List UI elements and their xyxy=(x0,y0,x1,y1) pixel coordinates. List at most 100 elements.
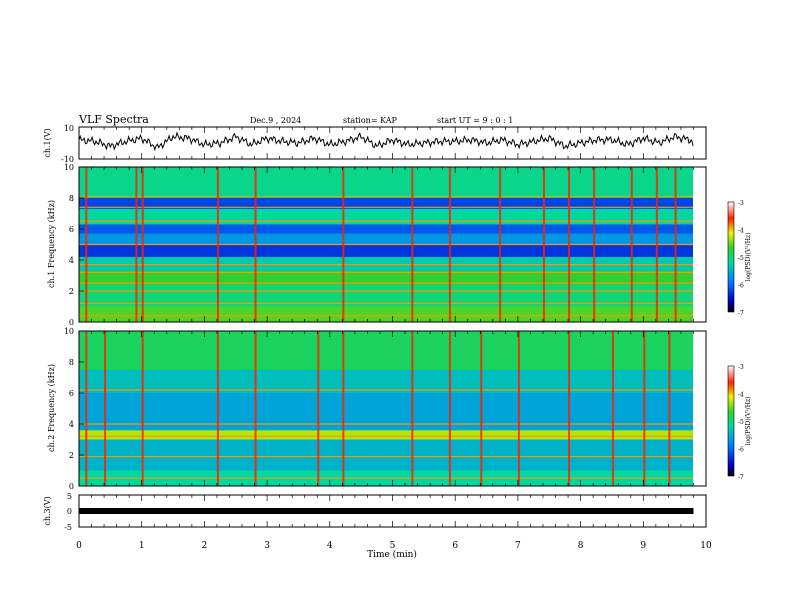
xtick-label: 5 xyxy=(390,541,396,551)
colorbar-tick-label: -7 xyxy=(738,310,744,317)
ch1-spectrogram-ticks xyxy=(78,167,707,322)
ch1-spectrogram-bands xyxy=(79,167,693,322)
spectrogram-band xyxy=(79,393,693,431)
spectrogram-band xyxy=(79,224,693,234)
spectrogram-impulse xyxy=(254,331,257,486)
spectrogram-impulse xyxy=(448,167,451,322)
xtick-label: 0 xyxy=(76,541,82,551)
ytick-label: 2 xyxy=(69,287,74,296)
time-axis-label: Time (min) xyxy=(367,549,417,560)
spectrogram-band xyxy=(79,369,693,393)
ytick-label: 10 xyxy=(64,327,74,336)
spectrogram-impulse xyxy=(85,167,88,322)
ytick-label: 6 xyxy=(69,225,74,234)
ytick-label: 10 xyxy=(64,163,74,172)
ch1-spectrogram-ylabel: ch.1 Frequency (kHz) xyxy=(47,200,56,288)
colorbar-tick-label: -3 xyxy=(738,364,744,371)
date-label: Dec.9 , 2024 xyxy=(250,116,301,125)
ch3-ylabel: ch.3(V) xyxy=(43,496,52,525)
ch1-waveform-ylabel: ch.1(V) xyxy=(43,128,52,157)
colorbar-tick-label: -4 xyxy=(738,392,744,399)
ch1-colorbar-label: log(PSD)(V²/Hz) xyxy=(745,233,752,282)
spectrogram-band xyxy=(79,244,693,257)
xtick-label: 1 xyxy=(139,541,145,551)
ch2-colorbar-label: log(PSD)(V²/Hz) xyxy=(745,397,752,446)
spectrogram-band xyxy=(79,256,693,271)
ch2-colorbar-ticks: -3 -4 -5 -6 -7 xyxy=(738,364,744,481)
spectrogram-impulse xyxy=(411,167,414,322)
spectrogram-band xyxy=(79,284,693,307)
spectrogram-impulse xyxy=(674,167,677,322)
ch3-ytick-bottom: -5 xyxy=(64,523,72,532)
ytick-label: 0 xyxy=(69,318,74,327)
ch2-spectrogram-ylabel: ch.2 Frequency (kHz) xyxy=(47,364,56,452)
spectrogram-band xyxy=(79,430,693,440)
ch1-colorbar: -3 -4 -5 -6 -7 log(PSD)(V²/Hz) xyxy=(727,200,752,317)
spectrogram-impulse xyxy=(499,167,502,322)
spectrogram-impulse xyxy=(141,331,144,486)
spectrogram-band xyxy=(79,167,693,198)
colorbar-tick-label: -6 xyxy=(738,283,744,290)
spectrogram-band xyxy=(79,306,693,322)
ch1-colorbar-gradient xyxy=(727,201,735,313)
spectrogram-impulse xyxy=(568,331,571,486)
ch2-colorbar-gradient xyxy=(727,365,735,477)
ytick-label: 2 xyxy=(69,451,74,460)
spectrogram-impulse xyxy=(254,167,257,322)
ch1-spectrogram-yticklabels: 0 2 4 6 8 10 xyxy=(64,163,84,327)
ch1-spectrogram-panel: 0 2 4 6 8 10 ch.1 Frequency (kHz) -3 -4 -5 -6 -7 … xyxy=(47,163,752,327)
spectrogram-band xyxy=(79,198,693,209)
colorbar-tick-label: -3 xyxy=(738,200,744,207)
time-axis-ticklabels: 0 1 2 3 4 5 6 7 8 9 10 xyxy=(76,541,712,551)
ytick-label: 4 xyxy=(69,256,74,265)
spectrogram-impulse xyxy=(448,331,451,486)
xtick-label: 6 xyxy=(452,541,458,551)
ch3-signal-line xyxy=(79,508,694,514)
spectrogram-band xyxy=(79,233,693,245)
xtick-label: 7 xyxy=(515,541,521,551)
ytick-label: 0 xyxy=(69,482,74,491)
ch2-spectrogram-bands xyxy=(79,331,693,486)
spectrogram-impulse xyxy=(611,331,614,486)
ch1-waveform-line xyxy=(78,131,694,152)
ch1-waveform-ticks xyxy=(78,127,707,159)
spectrogram-impulse xyxy=(342,167,345,322)
colorbar-tick-label: -5 xyxy=(738,419,744,426)
spectrogram-band xyxy=(79,439,693,471)
ch1-colorbar-ticks: -3 -4 -5 -6 -7 xyxy=(738,200,744,317)
colorbar-tick-label: -7 xyxy=(738,474,744,481)
spectrogram-impulse xyxy=(317,331,320,486)
ch1-waveform-panel: 10 -10 ch.1(V) xyxy=(43,124,707,164)
spectrogram-impulse xyxy=(668,331,671,486)
spectrogram-band xyxy=(79,331,693,370)
spectrogram-band xyxy=(79,270,693,285)
spectrogram-impulse xyxy=(85,331,88,486)
ytick-label: 6 xyxy=(69,389,74,398)
ch2-spectrogram-panel: 0 2 4 6 8 10 ch.2 Frequency (kHz) -3 -4 -5 -6 -7 … xyxy=(47,327,752,491)
spectrogram-impulse xyxy=(568,167,571,322)
spectrogram-impulse xyxy=(643,331,646,486)
start-ut-label: start UT = 9 : 0 : 1 xyxy=(437,116,513,125)
spectrogram-impulse xyxy=(517,331,520,486)
spectrogram-impulse xyxy=(593,167,596,322)
ch2-spectrogram-ticks xyxy=(78,331,707,486)
xtick-label: 2 xyxy=(202,541,208,551)
ch3-ytick-mid: 0 xyxy=(67,507,72,516)
ytick-label: 8 xyxy=(69,358,74,367)
colorbar-tick-label: -6 xyxy=(738,447,744,454)
colorbar-tick-label: -5 xyxy=(738,255,744,262)
ytick-label: 8 xyxy=(69,194,74,203)
ch3-ytick-top: 5 xyxy=(67,492,72,501)
spectrogram-impulse xyxy=(630,167,633,322)
spectrogram-impulse xyxy=(216,331,219,486)
spectrogram-impulse xyxy=(135,167,138,322)
spectrogram-impulse xyxy=(342,331,345,486)
spectrogram-impulse xyxy=(655,167,658,322)
xtick-label: 8 xyxy=(578,541,584,551)
ch1-ytick-bottom: -10 xyxy=(61,155,74,164)
station-label: station= KAP xyxy=(343,116,398,125)
xtick-label: 4 xyxy=(327,541,333,551)
ch2-colorbar: -3 -4 -5 -6 -7 log(PSD)(V²/Hz) xyxy=(727,364,752,481)
spectrogram-impulse xyxy=(411,331,414,486)
